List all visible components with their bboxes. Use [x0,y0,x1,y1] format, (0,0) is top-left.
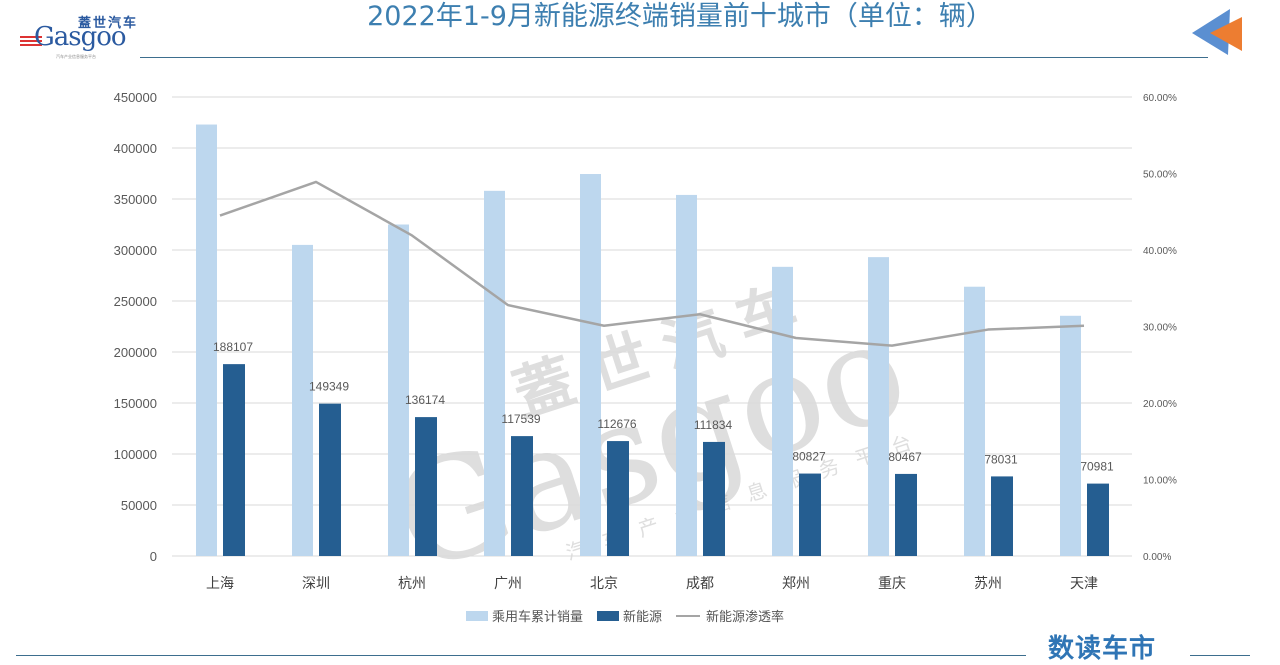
data-label: 136174 [405,393,445,407]
left-axis-tick: 350000 [114,192,157,207]
bar-total [676,194,697,557]
category-label: 郑州 [782,576,810,592]
bar-nev [607,441,629,556]
data-label: 70981 [1080,460,1114,474]
footer-divider-left [16,655,1026,656]
logo-stripes-icon [20,36,42,48]
data-label: 117539 [501,412,540,426]
bar-nev [223,364,245,556]
bar-nev [1087,483,1109,556]
legend-swatch-rate [676,614,701,617]
combo-chart: 0 50000 100000 150000 200000 250000 300000 3500… [114,90,1177,592]
left-axis-tick: 250000 [114,294,157,309]
bar-nev [991,476,1013,556]
logo-cn: 蓋世汽车 [78,16,139,31]
logo-en: Gasgoo [34,22,127,52]
back-arrows-icon [1192,9,1242,55]
left-axis-tick: 400000 [114,141,157,156]
bar-nev [415,417,437,556]
legend-swatch-total [466,610,488,621]
footer-divider-right [1190,655,1250,656]
legend-item-rate: 新能源渗透率 [676,606,784,625]
legend-swatch-nev [597,610,620,621]
left-axis-tick: 100000 [114,447,157,462]
chart-legend: 乘用车累计销量 新能源 新能源渗透率 [466,606,798,625]
right-axis-tick: 60.00% [1143,93,1177,104]
bar-total [1060,315,1081,556]
category-label: 深圳 [302,576,330,592]
bar-nev [799,473,821,556]
chart-title: 2022年1-9月新能源终端销量前十城市（单位：辆） [367,1,993,32]
legend-item-total: 乘用车累计销量 [466,606,583,625]
category-label: 杭州 [398,576,426,592]
bar-nev [895,473,917,556]
right-axis-tick: 50.00% [1143,170,1177,181]
bar-total [868,257,889,556]
data-label: 80467 [888,450,922,464]
left-axis-tick: 0 [150,549,157,564]
data-label: 80827 [792,450,826,464]
category-label: 重庆 [878,576,906,592]
category-label: 天津 [1070,576,1098,592]
category-label: 广州 [494,576,522,592]
bar-total [196,124,217,556]
left-axis-tick: 150000 [114,396,157,411]
title-divider [140,57,1208,58]
category-label: 上海 [206,576,234,592]
right-axis-tick: 10.00% [1143,476,1177,487]
bar-nev [319,403,341,556]
bar-nev [703,441,725,556]
left-axis-tick: 50000 [121,498,157,513]
logo-sub: 汽车产业信息服务平台 [56,54,96,59]
right-axis-tick: 20.00% [1143,399,1177,410]
left-axis-tick: 300000 [114,243,157,258]
category-label: 北京 [590,576,618,592]
left-axis-tick: 450000 [114,90,157,105]
bar-total [388,224,409,556]
bar-total [964,286,985,556]
legend-item-nev: 新能源 [597,606,662,625]
gasgoo-logo: 蓋世汽车 Gasgoo 汽车产业信息服务平台 [18,10,143,60]
category-label: 成都 [686,576,714,592]
bar-total [484,190,505,556]
data-label: 149349 [309,380,349,394]
left-axis-tick: 200000 [114,345,157,360]
bar-total [772,266,793,556]
data-label: 188107 [213,340,253,354]
data-label: 112676 [597,417,636,431]
bar-total [292,244,313,556]
right-axis-tick: 0.00% [1143,552,1171,563]
category-label: 苏州 [974,576,1002,592]
right-axis-tick: 30.00% [1143,323,1177,334]
data-label: 111834 [694,418,733,432]
penetration-rate-line [219,180,1085,347]
footer-brand: 数读车市 [1048,634,1157,664]
data-label: 78031 [984,452,1018,466]
bar-nev [511,436,533,556]
bar-total [580,174,601,556]
right-axis-tick: 40.00% [1143,246,1177,257]
